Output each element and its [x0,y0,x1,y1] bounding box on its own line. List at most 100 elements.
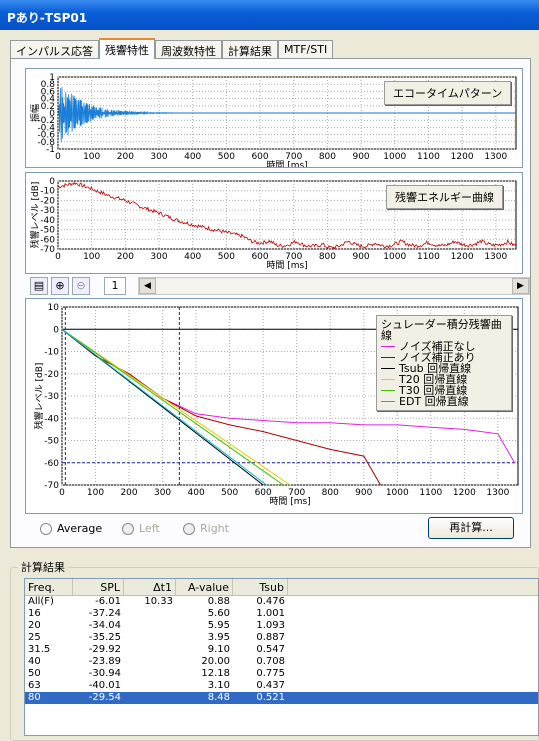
table-row[interactable]: 31.5 -29.92 9.10 0.547 [25,644,538,656]
y-tick-label: -30 [44,392,59,402]
tab-results[interactable]: 計算結果 [222,40,278,59]
y-tick-label: -10 [40,187,55,197]
scroll-left-icon[interactable]: ◀ [139,278,156,294]
tab-impulse-response[interactable]: インパルス応答 [10,40,99,59]
x-tick-label: 1200 [451,152,474,162]
zoom-out-icon[interactable]: ⊖ [72,277,90,295]
decay-legend: 残響エネルギー曲線 [386,185,503,209]
x-tick-label: 1300 [484,252,507,262]
table-row[interactable]: 63 -40.01 3.10 0.437 [25,680,538,692]
table-cell: 10.33 [144,596,173,607]
x-tick-label: 600 [255,488,272,498]
table-row[interactable]: All(F) -6.01 10.33 0.88 0.476 [25,596,538,608]
table-cell: 40 [28,656,41,667]
horizontal-scrollbar[interactable]: ◀ ▶ [138,277,530,295]
table-cell [124,656,176,668]
x-tick-label: 900 [352,152,369,162]
results-group-label: 計算結果 [18,559,68,575]
column-header[interactable]: Tsub [233,579,288,595]
x-axis-label: 時間 [ms] [266,160,307,167]
column-header[interactable]: SPL [73,579,124,595]
legend-label: T20 回帰直線 [399,373,468,386]
table-cell: 5.95 [207,620,230,631]
recalculate-button[interactable]: 再計算... [428,517,514,539]
y-tick-label: -40 [44,414,59,424]
table-cell: 0.708 [256,656,285,667]
table-row[interactable]: 50 -30.94 12.18 0.775 [25,668,538,680]
zoom-in-icon[interactable]: ⊕ [51,277,69,295]
x-tick-label: 700 [288,488,305,498]
x-tick-label: 1000 [386,488,409,498]
table-row[interactable]: 80 -29.54 8.48 0.521 [25,692,538,704]
table-body: All(F) -6.01 10.33 0.88 0.476 16 -37.24 5.60 1.0… [25,596,538,704]
table-cell: 25 [28,632,41,643]
x-tick-label: 100 [87,488,104,498]
table-cell: 1.093 [256,620,285,631]
table-row[interactable]: 20 -34.04 5.95 1.093 [25,620,538,632]
series-line [61,328,267,486]
page-input[interactable]: 1 [104,277,126,295]
scroll-right-icon[interactable]: ▶ [512,278,529,294]
x-tick-label: 1000 [383,252,406,262]
x-tick-label: 300 [150,152,167,162]
x-tick-label: 0 [55,152,61,162]
x-tick-label: 200 [120,488,137,498]
layout-icon[interactable]: ▤ [30,277,48,295]
table-cell: -34.04 [88,620,121,631]
y-tick-label: -30 [40,206,55,216]
legend-label: Tsub 回帰直線 [399,362,472,375]
table-row[interactable]: 25 -35.25 3.95 0.887 [25,632,538,644]
table-cell: All(F) [28,596,54,607]
series-line [61,328,291,486]
table-cell [124,644,176,656]
tab-mtf-sti[interactable]: MTF/STI [278,40,334,59]
y-tick-label: 0.8 [41,80,56,90]
left-label: Left [139,522,160,535]
column-header[interactable]: Freq. [25,579,73,595]
table-cell: -6.01 [95,596,121,607]
y-tick-label: 0 [53,325,59,335]
left-radio[interactable]: Left [122,522,160,535]
column-header[interactable]: A-value [176,579,233,595]
y-tick-label: 0.6 [41,87,56,97]
x-tick-label: 600 [251,152,268,162]
decay-trace [57,181,517,250]
x-tick-label: 900 [352,252,369,262]
table-cell: -37.24 [88,608,121,619]
average-radio[interactable]: Average [40,522,102,535]
table-row[interactable]: 16 -37.24 5.60 1.001 [25,608,538,620]
table-cell: 3.95 [207,632,230,643]
x-tick-label: 400 [184,252,201,262]
table-cell: -35.25 [88,632,121,643]
legend-label: ノイズ補正なし [399,340,476,353]
table-cell: 0.88 [207,596,230,607]
x-tick-label: 700 [285,152,302,162]
x-axis-label: 時間 [ms] [269,496,310,507]
y-tick-label: -50 [44,437,59,447]
x-tick-label: 0 [59,488,65,498]
table-cell: 3.10 [207,680,230,691]
table-cell: -30.94 [88,668,121,679]
table-cell: 0.476 [256,596,285,607]
tab-frequency[interactable]: 周波数特性 [155,40,222,59]
y-tick-label: -1 [46,145,55,155]
echo-legend: エコータイムパターン [384,81,512,105]
tab-reverberation[interactable]: 残響特性 [99,38,155,59]
x-tick-label: 600 [251,252,268,262]
table-cell: 63 [28,680,41,691]
x-tick-label: 1000 [383,152,406,162]
x-tick-label: 1100 [417,152,440,162]
series-line [61,328,284,486]
x-tick-label: 200 [117,252,134,262]
y-tick-label: -20 [40,196,55,206]
x-tick-label: 1200 [453,488,476,498]
x-tick-label: 800 [319,152,336,162]
column-header[interactable]: Δt1 [124,579,176,595]
table-cell [124,680,176,692]
y-tick-label: -70 [40,245,55,255]
table-header: Freq. SPL Δt1 A-value Tsub [25,579,538,596]
right-radio[interactable]: Right [183,522,229,535]
schroeder-legend: シュレーダー積分残響曲線 ノイズ補正なし ノイズ補正あり Tsub 回帰直線 T20 … [376,315,512,411]
y-tick-label: -0.2 [37,116,55,126]
table-row[interactable]: 40 -23.89 20.00 0.708 [25,656,538,668]
